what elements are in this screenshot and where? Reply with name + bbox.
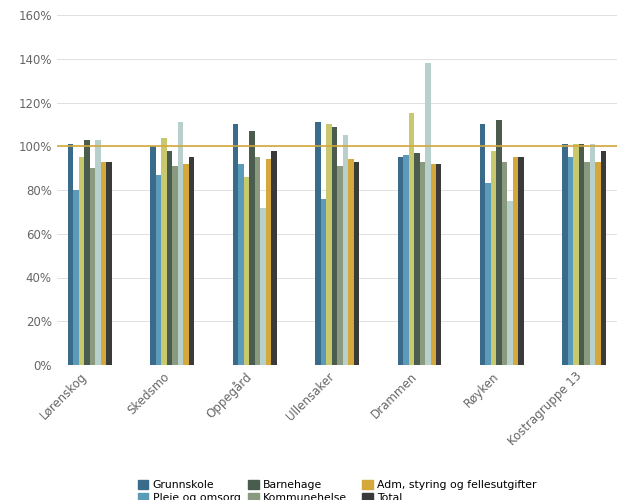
Bar bbox=[79, 157, 84, 365]
Bar bbox=[579, 144, 585, 365]
Bar bbox=[486, 184, 491, 365]
Bar bbox=[436, 164, 442, 365]
Bar bbox=[260, 208, 266, 365]
Bar bbox=[150, 146, 156, 365]
Bar bbox=[563, 144, 568, 365]
Bar bbox=[232, 124, 238, 365]
Bar bbox=[518, 157, 524, 365]
Bar bbox=[73, 190, 79, 365]
Bar bbox=[266, 160, 271, 365]
Bar bbox=[568, 157, 573, 365]
Bar bbox=[255, 157, 260, 365]
Bar bbox=[161, 138, 167, 365]
Bar bbox=[513, 157, 518, 365]
Bar bbox=[491, 150, 496, 365]
Bar bbox=[183, 164, 188, 365]
Bar bbox=[95, 140, 101, 365]
Bar bbox=[425, 63, 430, 365]
Bar bbox=[244, 177, 249, 365]
Bar bbox=[353, 162, 359, 365]
Bar bbox=[601, 150, 607, 365]
Bar bbox=[315, 122, 321, 365]
Bar bbox=[590, 144, 595, 365]
Bar bbox=[101, 162, 106, 365]
Bar bbox=[496, 120, 502, 365]
Bar bbox=[156, 174, 161, 365]
Bar bbox=[326, 124, 331, 365]
Bar bbox=[502, 162, 507, 365]
Bar bbox=[172, 166, 178, 365]
Bar bbox=[414, 153, 420, 365]
Bar bbox=[67, 144, 73, 365]
Bar bbox=[573, 144, 579, 365]
Bar bbox=[348, 160, 353, 365]
Legend: Grunnskole, Pleie og omsorg, Barnevern, Barnehage, Kommunehelse, Sosiale tjenest: Grunnskole, Pleie og omsorg, Barnevern, … bbox=[133, 476, 541, 500]
Bar bbox=[249, 131, 255, 365]
Bar bbox=[271, 150, 277, 365]
Bar bbox=[420, 162, 425, 365]
Bar bbox=[403, 155, 408, 365]
Bar bbox=[343, 136, 348, 365]
Bar bbox=[106, 162, 112, 365]
Bar bbox=[167, 150, 172, 365]
Bar bbox=[480, 124, 486, 365]
Bar bbox=[507, 201, 513, 365]
Bar bbox=[238, 164, 244, 365]
Bar bbox=[89, 168, 95, 365]
Bar bbox=[585, 162, 590, 365]
Bar bbox=[178, 122, 183, 365]
Bar bbox=[430, 164, 436, 365]
Bar bbox=[408, 114, 414, 365]
Bar bbox=[331, 126, 337, 365]
Bar bbox=[337, 166, 343, 365]
Bar bbox=[321, 198, 326, 365]
Bar bbox=[84, 140, 89, 365]
Bar bbox=[188, 157, 194, 365]
Bar bbox=[398, 157, 403, 365]
Bar bbox=[595, 162, 601, 365]
